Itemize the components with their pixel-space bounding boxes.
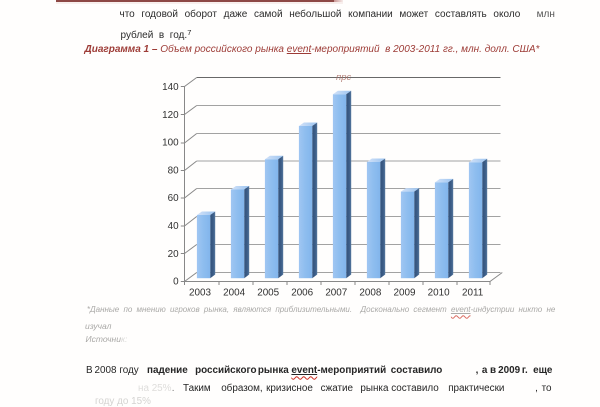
svg-text:2010: 2010 [428, 288, 450, 299]
svg-text:2008: 2008 [359, 288, 381, 299]
svg-text:80: 80 [168, 165, 179, 176]
svg-text:2003: 2003 [189, 288, 211, 299]
svg-text:2006: 2006 [291, 288, 313, 299]
svg-text:120: 120 [162, 110, 179, 121]
svg-text:100: 100 [162, 138, 179, 149]
svg-text:2004: 2004 [223, 288, 245, 299]
svg-text:2005: 2005 [257, 288, 279, 299]
svg-text:60: 60 [168, 193, 179, 204]
svg-text:20: 20 [168, 249, 179, 260]
svg-text:2007: 2007 [325, 288, 347, 299]
svg-text:2011: 2011 [462, 288, 484, 299]
svg-text:0: 0 [173, 277, 179, 288]
svg-text:140: 140 [162, 82, 179, 93]
svg-text:40: 40 [168, 221, 179, 232]
svg-text:прс: прс [336, 72, 352, 83]
svg-text:2009: 2009 [394, 288, 416, 299]
